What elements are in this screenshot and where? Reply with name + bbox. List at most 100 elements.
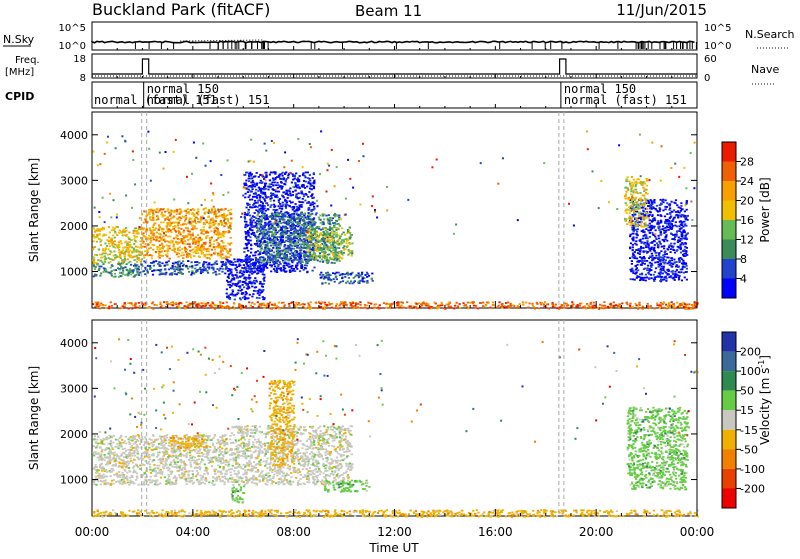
power-data-cell [273, 234, 275, 236]
power-data-cell [265, 264, 267, 266]
power-data-cell [641, 226, 643, 228]
power-data-cell [173, 268, 175, 270]
power-data-cell [255, 290, 257, 292]
power-data-cell [287, 223, 289, 225]
power-data-cell [670, 251, 672, 253]
power-data-cell [342, 280, 344, 282]
power-data-cell [320, 232, 322, 234]
power-data-cell [166, 253, 168, 255]
power-data-cell [93, 261, 95, 263]
power-data-cell [245, 233, 247, 235]
power-data-cell [128, 247, 130, 249]
power-data-cell [149, 218, 151, 220]
power-data-cell [239, 272, 241, 274]
power-data-cell [323, 219, 325, 221]
power-data-cell [672, 225, 674, 227]
power-data-cell [333, 214, 335, 216]
power-data-cell [250, 174, 252, 176]
power-data-cell [190, 218, 192, 220]
power-data-cell [325, 215, 327, 217]
power-data-cell [277, 251, 279, 253]
power-data-cell [200, 249, 202, 251]
power-data-cell [189, 223, 191, 225]
power-data-cell [243, 271, 245, 273]
power-data-cell [657, 211, 659, 213]
power-data-cell [259, 266, 261, 268]
power-data-cell [305, 172, 307, 174]
power-data-cell [269, 242, 271, 244]
power-data-cell [635, 192, 637, 194]
power-data-cell [303, 255, 305, 257]
power-data-cell [649, 223, 651, 225]
power-data-cell [126, 269, 128, 271]
power-data-cell [293, 232, 295, 234]
power-data-cell [209, 245, 211, 247]
power-data-cell [631, 206, 633, 208]
power-data-cell [666, 240, 668, 242]
power-data-cell [309, 250, 311, 252]
power-data-cell [668, 262, 670, 264]
power-data-cell [306, 186, 308, 188]
power-data-cell [299, 197, 301, 199]
power-data-cell [312, 244, 314, 246]
power-data-cell [97, 259, 99, 261]
power-data-cell [631, 263, 633, 265]
power-data-cell [205, 237, 207, 239]
power-data-cell [230, 218, 232, 220]
power-data-cell [250, 229, 252, 231]
power-data-cell [209, 227, 211, 229]
power-data-cell [259, 292, 261, 294]
power-data-cell [277, 187, 279, 189]
power-data-cell [300, 204, 302, 206]
power-data-cell [133, 243, 135, 245]
power-data-cell [645, 217, 647, 219]
power-data-cell [221, 258, 223, 260]
power-data-cell [624, 218, 626, 220]
power-data-cell [226, 288, 228, 290]
power-data-cell [269, 228, 271, 230]
power-data-cell [280, 185, 282, 187]
power-data-cell [314, 233, 316, 235]
power-data-cell [203, 246, 205, 248]
power-data-cell [310, 240, 312, 242]
power-data-cell [176, 252, 178, 254]
power-data-cell [684, 238, 686, 240]
power-data-cell [326, 257, 328, 259]
power-data-cell [220, 209, 222, 211]
power-data-cell [185, 265, 187, 267]
power-data-cell [104, 250, 106, 252]
nave-tick-top: 60 [704, 54, 717, 65]
power-data-cell [136, 270, 138, 272]
power-data-cell [164, 265, 166, 267]
power-data-cell [222, 263, 224, 265]
power-data-cell [316, 245, 318, 247]
power-data-cell [215, 271, 217, 273]
power-data-cell [333, 233, 335, 235]
power-data-cell [129, 256, 131, 258]
power-data-cell [625, 202, 627, 204]
nsearch-tick-top: 10^5 [704, 23, 731, 34]
power-data-cell [264, 240, 266, 242]
power-data-cell [324, 242, 326, 244]
power-data-cell [275, 209, 277, 211]
power-data-cell [304, 175, 306, 177]
power-data-cell [162, 228, 164, 230]
power-data-cell [248, 209, 250, 211]
power-data-cell [320, 244, 322, 246]
power-data-cell [292, 191, 294, 193]
power-data-cell [182, 235, 184, 237]
power-data-cell [167, 216, 169, 218]
power-data-cell [247, 286, 249, 288]
power-data-cell [252, 259, 254, 261]
power-data-cell [232, 262, 234, 264]
power-data-cell [252, 180, 254, 182]
power-data-cell [290, 240, 292, 242]
power-data-cell [259, 189, 261, 191]
power-data-cell [209, 237, 211, 239]
power-data-cell [259, 253, 261, 255]
power-data-cell [220, 256, 222, 258]
power-data-cell [221, 253, 223, 255]
power-data-cell [157, 248, 159, 250]
power-data-cell [99, 275, 101, 277]
power-data-cell [342, 247, 344, 249]
